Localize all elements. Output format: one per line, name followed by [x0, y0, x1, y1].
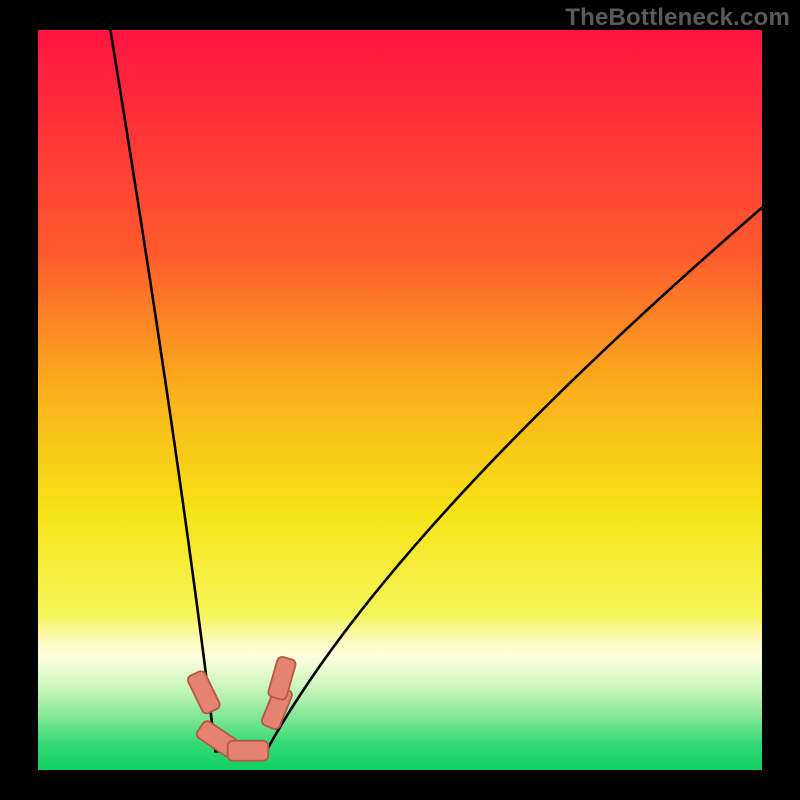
gradient-plot-area: [38, 30, 762, 770]
chart-stage: TheBottleneck.com: [0, 0, 800, 800]
watermark-text: TheBottleneck.com: [565, 4, 790, 32]
chart-svg-wrap: [0, 0, 800, 800]
chart-svg: [0, 0, 800, 800]
curve-marker: [228, 741, 269, 761]
